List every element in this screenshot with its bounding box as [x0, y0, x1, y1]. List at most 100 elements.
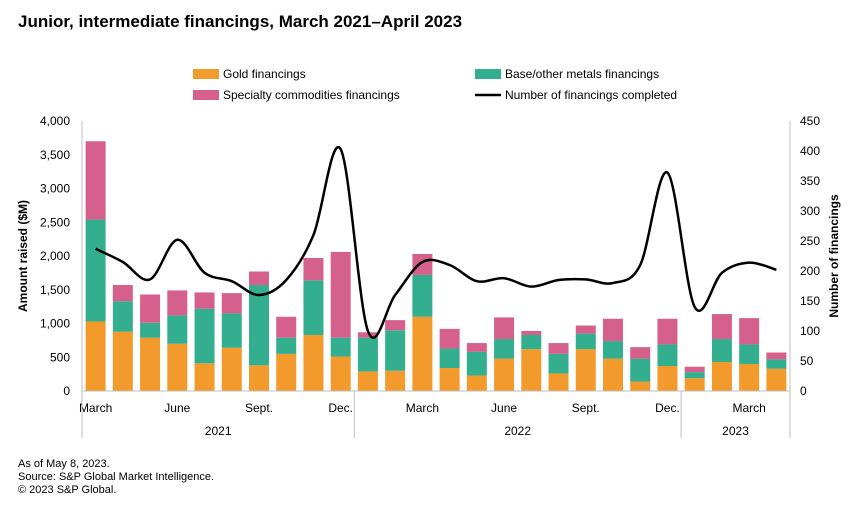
bar-base [711, 339, 732, 362]
bar-gold [194, 363, 215, 391]
bar-base [766, 359, 787, 369]
bar-base [657, 344, 678, 367]
bar-specialty [276, 316, 297, 338]
legend-swatch-specialty [193, 90, 219, 100]
bar-specialty [494, 317, 515, 340]
bar-specialty [766, 352, 787, 360]
bar-base [684, 372, 705, 379]
bar-base [466, 351, 487, 376]
y2-tick-label: 0 [800, 384, 807, 398]
legend-swatch-base [475, 69, 501, 79]
bar-base [548, 353, 569, 374]
x-tick-label: Dec. [655, 401, 680, 415]
bar-gold [412, 316, 433, 391]
year-label: 2022 [504, 424, 531, 438]
bar-specialty [711, 314, 732, 340]
x-axis: March June Sept. Dec. March June Sept. Dec. Marc… [79, 390, 791, 438]
x-tick-label: June [164, 401, 190, 415]
bar-specialty [466, 343, 487, 352]
y-tick-label: 4,000 [40, 114, 70, 128]
y-tick-label: 2,500 [40, 215, 70, 229]
bar-base [85, 219, 106, 322]
legend-label-line: Number of financings completed [505, 88, 677, 102]
x-tick-label: Dec. [328, 401, 353, 415]
y2-tick-label: 450 [800, 114, 820, 128]
y2-axis-label: Number of financings [827, 194, 841, 318]
bar-specialty [575, 325, 596, 334]
bar-gold [385, 370, 406, 391]
bar-specialty [249, 271, 269, 286]
bar-gold [303, 334, 324, 391]
bar-specialty [167, 290, 188, 316]
bar-gold [330, 356, 351, 391]
bar-base [575, 333, 596, 350]
y-tick-label: 3,000 [40, 182, 70, 196]
y-tick-label: 1,500 [40, 283, 70, 297]
legend-label-specialty: Specialty commodities financings [223, 88, 400, 102]
y2-tick-label: 300 [800, 204, 820, 218]
bar-base [603, 341, 623, 359]
y-tick-label: 2,000 [40, 249, 70, 263]
y2-tick-label: 250 [800, 234, 820, 248]
bar-base [385, 330, 406, 371]
bar-specialty [85, 141, 106, 220]
bar-gold [575, 349, 596, 391]
x-tick-label: Sept. [572, 401, 600, 415]
footnote-date: As of May 8, 2023. [18, 458, 110, 470]
bar-gold [167, 343, 188, 391]
bar-gold [276, 353, 297, 391]
y-tick-label: 0 [63, 384, 70, 398]
y2-tick-label: 350 [800, 174, 820, 188]
bar-base [194, 308, 215, 364]
bar-specialty [657, 318, 678, 345]
bar-gold [521, 349, 542, 391]
bar-base [140, 322, 161, 338]
bar-gold [439, 368, 460, 391]
bar-specialty [439, 328, 460, 349]
bar-base [276, 337, 297, 354]
bar-gold [603, 358, 623, 391]
bar-gold [684, 378, 705, 391]
bar-base [494, 339, 515, 359]
bar-gold [657, 366, 678, 391]
bar-gold [112, 331, 133, 391]
bar-specialty [684, 366, 705, 373]
bar-base [521, 334, 542, 350]
bar-base [221, 313, 242, 348]
x-tick-label: March [79, 401, 112, 415]
count-line [95, 145, 777, 339]
year-label: 2023 [722, 424, 749, 438]
footnotes: As of May 8, 2023. Source: S&P Global Ma… [18, 458, 214, 497]
bar-gold [85, 321, 106, 391]
bar-base [630, 358, 651, 382]
legend-swatch-gold [193, 69, 219, 79]
bar-specialty [221, 293, 242, 314]
bar-specialty [548, 343, 569, 354]
y2-tick-label: 100 [800, 324, 820, 338]
bar-specialty [385, 320, 406, 331]
bar-base [249, 285, 269, 366]
x-tick-label: March [732, 401, 765, 415]
bar-gold [548, 373, 569, 391]
bar-base [303, 280, 324, 335]
count-line-group [95, 145, 777, 339]
x-tick-label: Sept. [245, 401, 273, 415]
y-tick-label: 500 [50, 350, 70, 364]
bar-gold [466, 375, 487, 391]
bar-gold [140, 337, 161, 391]
bar-specialty [357, 332, 378, 338]
bar-gold [739, 364, 760, 391]
legend: Gold financings Base/other metals financi… [193, 67, 677, 102]
bar-gold [249, 365, 269, 391]
y-tick-label: 1,000 [40, 317, 70, 331]
bars [85, 141, 787, 391]
y2-tick-label: 50 [800, 354, 814, 368]
bar-base [412, 274, 433, 317]
footnote-copyright: © 2023 S&P Global. [18, 484, 117, 496]
bar-specialty [603, 318, 623, 342]
y2-tick-label: 200 [800, 264, 820, 278]
bar-gold [766, 368, 787, 391]
bar-gold [711, 361, 732, 391]
bar-gold [357, 371, 378, 391]
